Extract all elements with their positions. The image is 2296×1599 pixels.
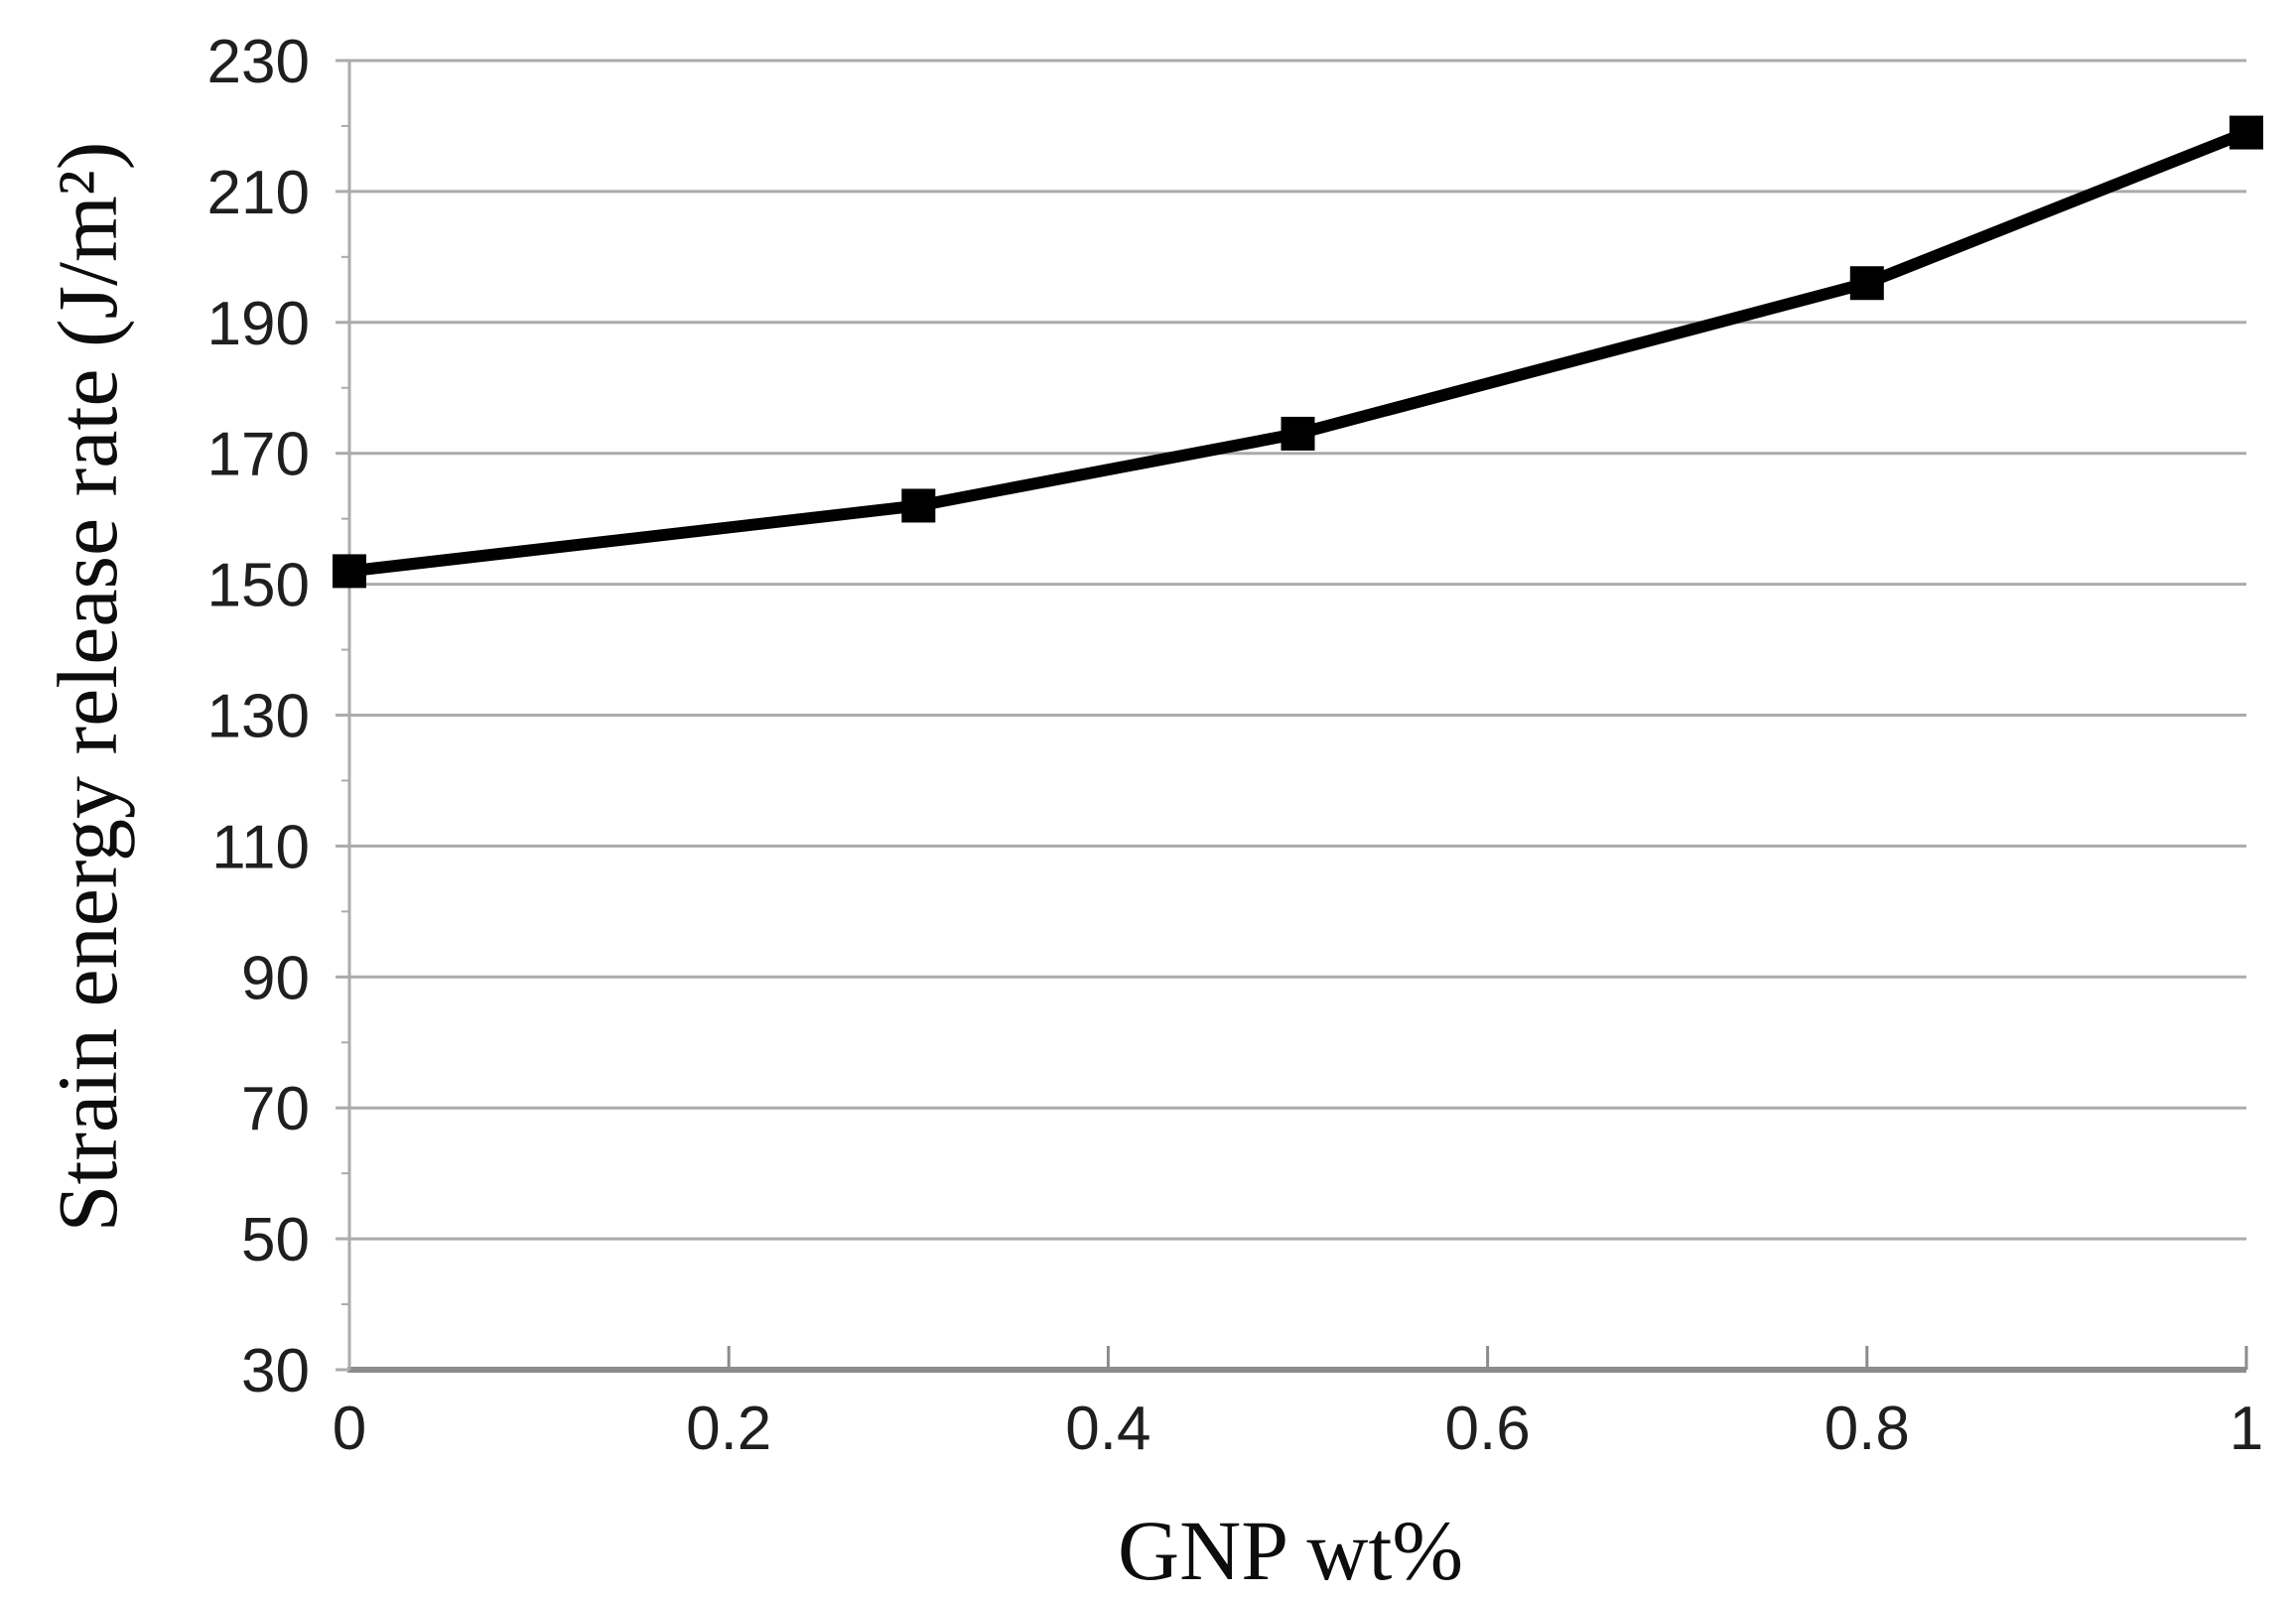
data-point-marker bbox=[2229, 115, 2263, 150]
y-tick-label: 110 bbox=[211, 813, 310, 881]
y-tick-label: 190 bbox=[207, 290, 310, 358]
x-tick-label: 0.4 bbox=[1065, 1395, 1150, 1463]
series-line bbox=[343, 126, 2252, 578]
y-tick-label: 150 bbox=[207, 552, 310, 620]
x-tick-label: 0 bbox=[333, 1395, 366, 1463]
y-tick-label: 210 bbox=[207, 159, 310, 227]
data-point-marker bbox=[1849, 266, 1884, 301]
y-tick-label: 70 bbox=[241, 1075, 310, 1143]
y-tick-label: 230 bbox=[207, 28, 310, 96]
y-tick-label: 90 bbox=[241, 944, 310, 1012]
x-tick-label: 1 bbox=[2229, 1395, 2263, 1463]
y-tick-label: 50 bbox=[241, 1206, 310, 1274]
y-axis-title: Strain energy release rate (J/m²) bbox=[40, 141, 135, 1233]
y-tick-label: 130 bbox=[207, 683, 310, 751]
data-point-marker bbox=[901, 488, 936, 523]
data-point-marker bbox=[333, 554, 366, 589]
y-tick-label: 30 bbox=[241, 1337, 310, 1405]
x-axis-title: GNP wt% bbox=[1118, 1503, 1463, 1598]
y-tick-label: 170 bbox=[207, 421, 310, 489]
x-tick-label: 0.8 bbox=[1824, 1395, 1910, 1463]
data-point-marker bbox=[1281, 416, 1315, 451]
x-tick-label: 0.2 bbox=[686, 1395, 771, 1463]
x-tick-label: 0.6 bbox=[1444, 1395, 1530, 1463]
